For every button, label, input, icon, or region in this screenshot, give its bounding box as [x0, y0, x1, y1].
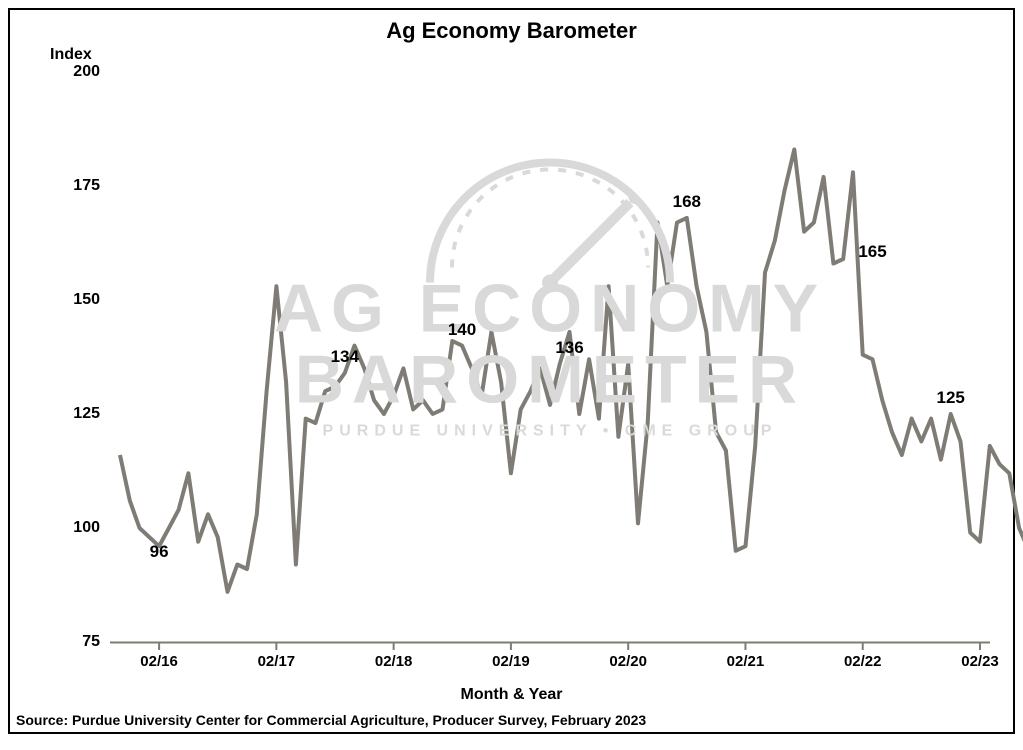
data-point-label: 136	[555, 338, 583, 358]
data-point-label: 168	[673, 192, 701, 212]
plot-area: AG ECONOMY BAROMETER PURDUE UNIVERSITY •…	[110, 72, 990, 642]
x-axis-title: Month & Year	[10, 686, 1013, 704]
source-line: Source: Purdue University Center for Com…	[16, 712, 646, 728]
x-tick-label: 02/23	[961, 653, 999, 670]
x-tick-label: 02/21	[727, 653, 765, 670]
x-tick-label: 02/20	[609, 653, 647, 670]
data-point-label: 134	[331, 347, 359, 367]
data-point-label: 125	[936, 388, 964, 408]
y-tick-label: 150	[50, 291, 100, 309]
y-tick-label: 200	[50, 63, 100, 81]
x-tick-label: 02/22	[844, 653, 882, 670]
data-point-label: 165	[858, 242, 886, 262]
chart-title: Ag Economy Barometer	[10, 18, 1013, 44]
y-axis-title: Index	[50, 46, 92, 64]
x-tick-label: 02/18	[375, 653, 413, 670]
y-tick-label: 175	[50, 177, 100, 195]
line-chart-svg	[110, 72, 990, 642]
barometer-line	[120, 150, 1023, 592]
x-tick-label: 02/16	[140, 653, 178, 670]
x-tick-label: 02/19	[492, 653, 530, 670]
y-tick-label: 75	[50, 633, 100, 651]
x-tick-label: 02/17	[258, 653, 296, 670]
y-tick-label: 125	[50, 405, 100, 423]
y-tick-label: 100	[50, 519, 100, 537]
data-point-label: 96	[150, 542, 169, 562]
chart-container: Ag Economy Barometer Index AG ECONOMY BA…	[8, 8, 1015, 734]
data-point-label: 140	[448, 320, 476, 340]
